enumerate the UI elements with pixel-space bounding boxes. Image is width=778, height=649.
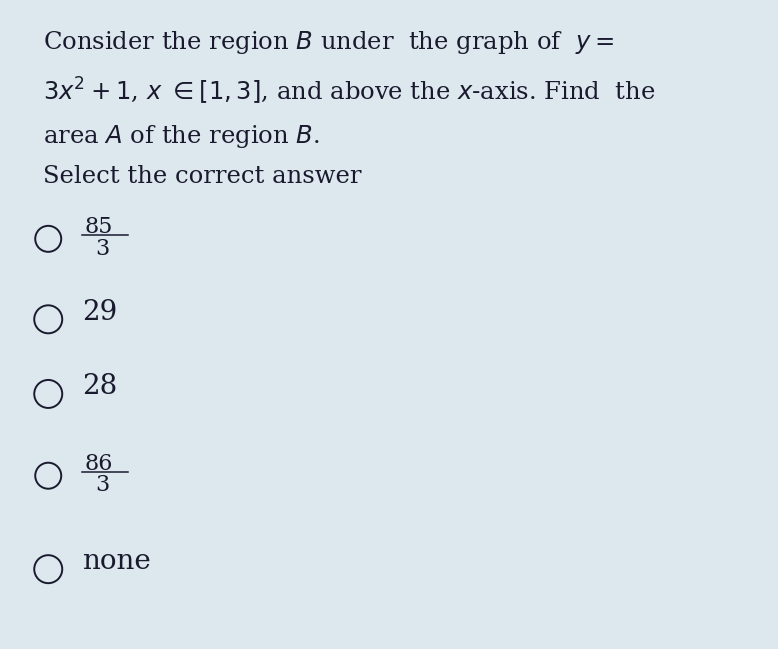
Ellipse shape: [35, 463, 61, 489]
Ellipse shape: [35, 226, 61, 252]
Ellipse shape: [34, 305, 62, 334]
Text: 86: 86: [84, 453, 112, 475]
Text: 85: 85: [84, 216, 112, 238]
Text: Consider the region $B$ under  the graph of  $y =$: Consider the region $B$ under the graph …: [43, 29, 614, 56]
Text: 29: 29: [82, 299, 117, 326]
Text: 28: 28: [82, 373, 117, 400]
Text: Select the correct answer: Select the correct answer: [43, 165, 361, 188]
Ellipse shape: [34, 555, 62, 583]
Ellipse shape: [34, 380, 62, 408]
Text: 3: 3: [95, 238, 109, 260]
Text: $3x^2 + 1$, $x$ $\in$$[1,3]$, and above the $x$-axis. Find  the: $3x^2 + 1$, $x$ $\in$$[1,3]$, and above …: [43, 76, 655, 107]
Text: area $A$ of the region $B$.: area $A$ of the region $B$.: [43, 123, 320, 150]
Text: 3: 3: [95, 474, 109, 496]
Text: none: none: [82, 548, 151, 576]
